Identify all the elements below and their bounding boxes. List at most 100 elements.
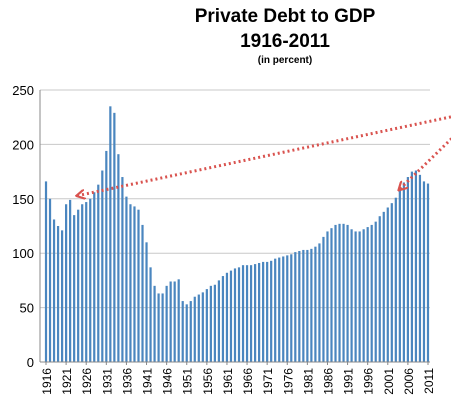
annotation-arrow-2 <box>400 137 451 189</box>
x-tick-label-1976: 1976 <box>281 368 295 395</box>
bar-2008 <box>414 170 418 362</box>
bar-1926 <box>85 202 88 362</box>
bar-2001 <box>386 207 389 362</box>
bar-2004 <box>398 190 401 362</box>
chart-title: Private Debt to GDP <box>194 6 376 27</box>
x-tick-label-1991: 1991 <box>342 368 356 395</box>
bar-1964 <box>237 267 241 362</box>
bar-1993 <box>354 231 357 362</box>
bar-1943 <box>153 285 156 362</box>
bar-1958 <box>213 284 216 362</box>
bar-1938 <box>133 206 136 362</box>
bar-1923 <box>73 215 76 362</box>
bar-1972 <box>270 260 273 362</box>
bar-1973 <box>274 258 277 362</box>
x-tick-label-1921: 1921 <box>60 368 74 395</box>
bar-1945 <box>161 293 164 362</box>
bar-1986 <box>326 231 329 362</box>
bar-1917 <box>48 198 52 362</box>
bar-1994 <box>358 231 361 362</box>
bar-2002 <box>390 203 393 362</box>
bar-1944 <box>157 293 160 362</box>
x-tick-label-2006: 2006 <box>402 368 416 395</box>
bar-2009 <box>418 174 422 362</box>
bar-1988 <box>334 224 337 362</box>
bar-1982 <box>310 248 313 362</box>
bar-1919 <box>56 226 60 362</box>
bar-1929 <box>97 184 100 362</box>
x-tick-label-1996: 1996 <box>362 368 376 395</box>
bar-2006 <box>406 177 409 362</box>
bar-1980 <box>302 249 305 362</box>
y-tick-label-200: 200 <box>12 137 34 152</box>
bar-2003 <box>394 197 397 362</box>
x-tick-label-2011: 2011 <box>422 368 436 394</box>
bar-1924 <box>77 209 80 362</box>
bar-1921 <box>65 204 68 362</box>
x-tick-label-1971: 1971 <box>261 368 275 395</box>
y-tick-label-50: 50 <box>20 301 34 316</box>
bar-1998 <box>374 221 377 362</box>
bar-1922 <box>69 199 72 362</box>
bar-1976 <box>286 255 289 362</box>
bar-1935 <box>121 177 124 362</box>
bar-1979 <box>298 251 301 362</box>
bar-1966 <box>245 265 249 362</box>
x-tick-label-1916: 1916 <box>40 368 54 395</box>
bar-1970 <box>262 261 265 362</box>
bar-1939 <box>137 209 140 362</box>
chart-subtitle: (in percent) <box>257 55 313 66</box>
x-tick-label-1936: 1936 <box>120 368 134 395</box>
x-tick-label-1986: 1986 <box>321 368 335 395</box>
bar-1937 <box>129 204 132 362</box>
title-block: Private Debt to GDP 1916-2011 (in percen… <box>170 4 400 66</box>
bar-1996 <box>366 227 369 362</box>
bar-1948 <box>173 281 176 362</box>
bar-1983 <box>314 246 317 362</box>
bar-1947 <box>169 281 172 362</box>
bar-1969 <box>258 262 261 362</box>
bar-1965 <box>241 265 245 362</box>
x-tick-label-1931: 1931 <box>100 368 114 395</box>
x-tick-label-1946: 1946 <box>161 368 175 395</box>
bar-1967 <box>249 265 253 362</box>
x-tick-label-1981: 1981 <box>301 368 315 395</box>
bar-1990 <box>342 223 345 362</box>
x-tick-label-1926: 1926 <box>80 368 94 395</box>
x-tick-label-2001: 2001 <box>382 368 396 395</box>
bar-1930 <box>101 170 104 362</box>
bar-2000 <box>382 211 385 362</box>
bar-1977 <box>290 254 293 362</box>
bar-1954 <box>197 294 200 362</box>
bar-1934 <box>117 154 120 362</box>
bar-2005 <box>402 182 405 362</box>
x-tick-label-1951: 1951 <box>181 368 195 395</box>
bar-1933 <box>113 112 116 363</box>
bar-1941 <box>145 242 148 362</box>
bar-1961 <box>225 272 229 362</box>
bar-1936 <box>125 196 128 362</box>
x-tick-label-1956: 1956 <box>201 368 215 395</box>
bar-1953 <box>193 296 196 362</box>
bar-1985 <box>322 236 325 362</box>
bar-1916 <box>44 181 48 362</box>
y-tick-label-150: 150 <box>12 192 34 207</box>
bar-1995 <box>362 229 365 362</box>
bar-1987 <box>330 228 333 362</box>
bar-1952 <box>189 301 192 362</box>
bar-1950 <box>181 301 184 362</box>
bar-1949 <box>177 279 180 362</box>
chart-title-years: 1916-2011 <box>240 31 330 52</box>
bar-1928 <box>93 192 96 362</box>
bar-1940 <box>141 224 144 362</box>
bar-2007 <box>410 171 414 362</box>
bar-1955 <box>201 292 204 362</box>
bar-2010 <box>422 181 426 362</box>
bar-1962 <box>229 270 233 362</box>
x-tick-label-1961: 1961 <box>221 368 235 395</box>
bar-1918 <box>52 219 56 362</box>
bar-1956 <box>205 289 208 362</box>
bar-1932 <box>109 106 112 362</box>
bar-1925 <box>81 204 84 362</box>
